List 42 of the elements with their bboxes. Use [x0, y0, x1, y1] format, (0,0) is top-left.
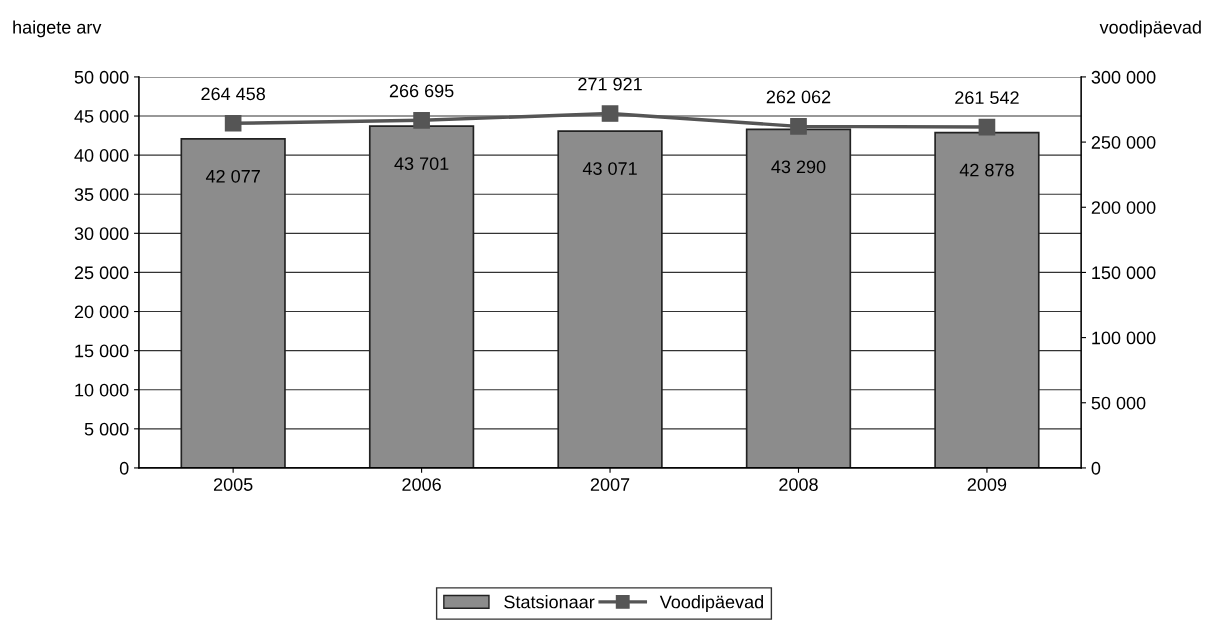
data-label: 261 542	[955, 91, 1019, 105]
point	[790, 118, 807, 135]
y2-tick-label: 150 000	[1092, 266, 1156, 280]
y-tick-label: 15 000	[75, 344, 129, 358]
y2-tick-label: 200 000	[1091, 201, 1156, 214]
y-tick-label: 40 000	[74, 149, 129, 162]
y-tick-label: 35 000	[74, 188, 129, 201]
y2-tick-label: 100 000	[1092, 331, 1156, 345]
x-tick-label: 2008	[779, 478, 818, 491]
y-axis-title: haigete arv	[13, 20, 102, 38]
point	[224, 114, 242, 132]
point	[978, 118, 996, 136]
y2-tick-label: 50 000	[1091, 396, 1146, 410]
point	[601, 105, 619, 122]
data-label: 262 062	[766, 90, 831, 104]
x-tick-label: 2009	[967, 478, 1007, 491]
data-label: 43 290	[771, 160, 826, 174]
data-label: 266 695	[389, 84, 454, 98]
y2-tick-label: 300 000	[1091, 70, 1156, 84]
y-tick-label: 25 000	[74, 266, 129, 280]
y-tick-label: 45 000	[74, 109, 129, 123]
legend-label: Voodipäevad	[659, 595, 764, 612]
y-tick-label: 10 000	[75, 383, 129, 397]
x-tick-label: 2007	[590, 478, 630, 491]
y2-tick-label: 0	[1091, 461, 1101, 475]
y-tick-label: 5 000	[84, 422, 129, 436]
data-label: 43 071	[582, 162, 637, 175]
data-label: 42 077	[205, 169, 260, 183]
y-tick-label: 50 000	[74, 70, 129, 84]
legend-label: Statsionaar	[504, 595, 595, 609]
y2-axis-title: voodipäevad	[1099, 20, 1201, 38]
data-label: 271 921	[578, 77, 642, 91]
x-tick-label: 2005	[213, 478, 253, 491]
data-label: 42 878	[959, 163, 1014, 177]
y2-tick-label: 250 000	[1091, 136, 1156, 149]
y-tick-label: 0	[119, 461, 129, 475]
data-label: 43 701	[394, 157, 449, 170]
x-tick-label: 2006	[402, 478, 441, 491]
point	[413, 111, 430, 129]
y-tick-label: 20 000	[74, 305, 129, 319]
y-tick-label: 30 000	[74, 227, 129, 241]
data-label: 264 458	[201, 87, 265, 101]
